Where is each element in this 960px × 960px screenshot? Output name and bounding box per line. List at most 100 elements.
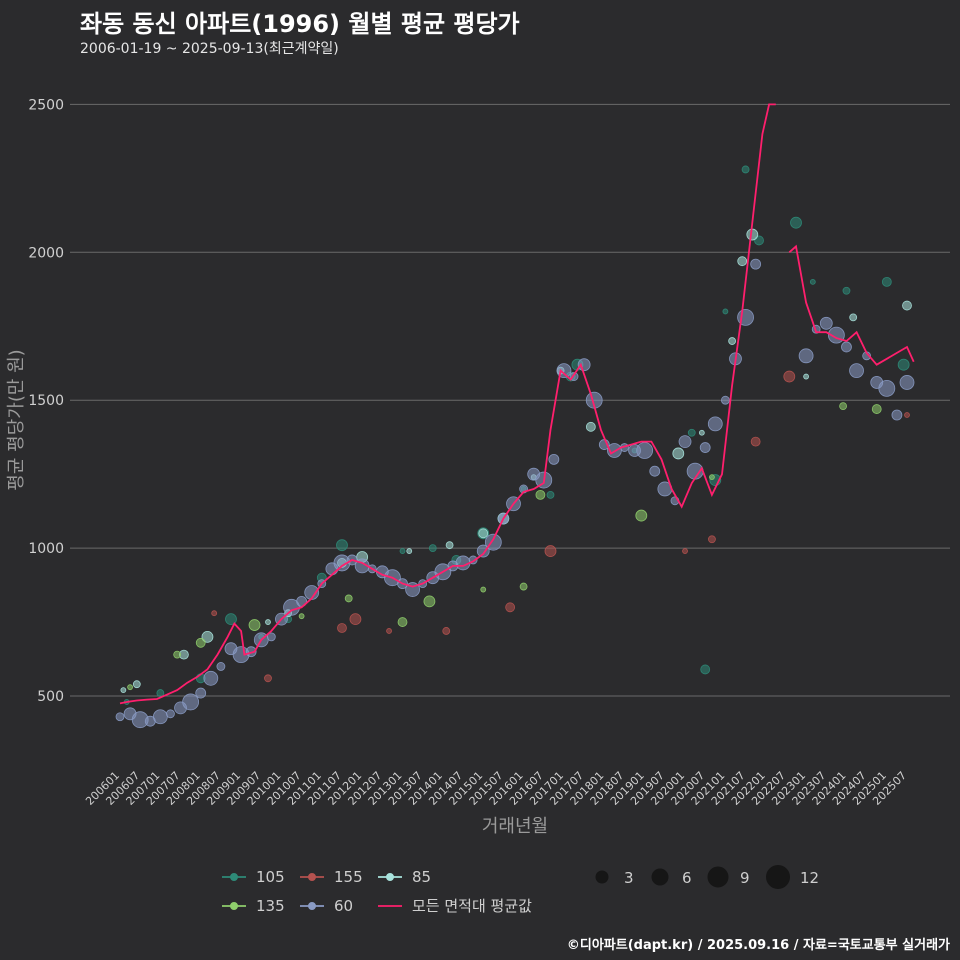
y-axis-title: 평균 평당가(만 원) — [6, 349, 27, 490]
data-point-105 — [722, 308, 729, 315]
data-point-105 — [842, 286, 851, 295]
data-point-60 — [841, 341, 852, 353]
data-point-155 — [386, 628, 392, 634]
size-legend-marker — [766, 865, 790, 889]
legend-marker — [308, 902, 316, 910]
size-legend-label: 9 — [740, 869, 750, 887]
data-point-85 — [406, 548, 413, 554]
data-point-135 — [298, 613, 305, 620]
points-layer — [115, 165, 915, 729]
data-point-85 — [803, 373, 810, 380]
size-legend-label: 12 — [800, 869, 819, 887]
legend-label: 105 — [256, 868, 285, 886]
data-point-155 — [442, 627, 451, 635]
data-point-85 — [445, 541, 454, 550]
data-point-155 — [708, 535, 716, 544]
data-point-60 — [720, 395, 730, 405]
data-point-60 — [649, 465, 661, 477]
legend-label: 85 — [412, 868, 431, 886]
data-point-85 — [132, 680, 141, 689]
data-point-135 — [519, 582, 528, 591]
y-tick-label: 2000 — [28, 245, 64, 261]
data-point-60 — [750, 258, 762, 270]
data-point-85 — [265, 619, 271, 625]
size-legend-marker — [595, 870, 609, 884]
y-tick-label: 1000 — [28, 541, 64, 557]
data-point-105 — [700, 664, 711, 675]
data-point-155 — [904, 412, 910, 418]
data-point-85 — [201, 630, 214, 643]
data-point-60 — [849, 363, 864, 379]
data-point-155 — [783, 370, 796, 383]
data-point-60 — [819, 316, 833, 330]
grid-layer — [70, 103, 950, 697]
data-point-60 — [152, 709, 168, 725]
data-point-155 — [337, 623, 347, 633]
data-point-85 — [585, 421, 596, 432]
data-point-85 — [698, 429, 705, 436]
size-legend-marker — [707, 866, 729, 888]
data-point-135 — [127, 684, 133, 691]
data-point-105 — [741, 165, 750, 174]
y-tick-label: 2500 — [28, 97, 64, 113]
data-point-85 — [849, 313, 858, 322]
data-point-135 — [173, 650, 182, 659]
legend-marker — [230, 902, 238, 910]
data-point-135 — [871, 404, 882, 414]
size-legend-label: 6 — [682, 869, 692, 887]
average-line-layer — [119, 103, 915, 705]
data-point-60 — [203, 670, 219, 686]
size-legend-label: 3 — [624, 869, 634, 887]
data-point-105 — [546, 490, 555, 499]
data-point-85 — [902, 300, 912, 311]
data-point-135 — [839, 402, 847, 411]
data-point-60 — [636, 442, 654, 459]
data-point-105 — [809, 278, 816, 285]
data-point-85 — [737, 256, 748, 267]
data-point-155 — [544, 545, 557, 557]
legend-marker — [308, 873, 316, 881]
average-line — [788, 244, 915, 366]
chart-title: 좌동 동신 아파트(1996) 월별 평균 평당가 — [80, 10, 520, 38]
data-point-85 — [728, 337, 737, 345]
data-point-135 — [195, 637, 206, 648]
data-point-105 — [881, 276, 892, 287]
data-point-105 — [428, 544, 437, 553]
data-point-60 — [899, 375, 915, 390]
data-point-85 — [478, 528, 489, 539]
data-point-155 — [682, 548, 688, 554]
data-point-60 — [707, 416, 723, 432]
source-caption: ©디아파트(dapt.kr) / 2025.09.16 / 자료=국토교통부 실… — [566, 938, 950, 953]
data-point-85 — [672, 447, 685, 460]
data-point-135 — [635, 509, 648, 522]
data-point-60 — [798, 348, 814, 364]
x-axis-title: 거래년월 — [482, 816, 548, 837]
data-point-60 — [699, 442, 711, 453]
y-tick-label: 1500 — [28, 393, 64, 409]
y-tick-label: 500 — [37, 689, 64, 705]
data-point-60 — [266, 632, 276, 642]
data-point-135 — [480, 586, 487, 593]
data-point-135 — [248, 619, 261, 631]
data-point-155 — [750, 436, 761, 447]
data-point-155 — [264, 674, 272, 683]
data-point-105 — [399, 548, 406, 554]
data-point-85 — [120, 687, 127, 694]
data-point-135 — [344, 594, 353, 603]
legend-marker — [386, 873, 394, 881]
data-point-155 — [349, 613, 362, 626]
data-point-60 — [878, 379, 896, 397]
data-point-155 — [211, 610, 218, 617]
data-point-60 — [216, 662, 226, 671]
data-point-60 — [891, 409, 903, 421]
data-point-60 — [166, 709, 175, 719]
data-point-135 — [535, 489, 546, 500]
data-point-155 — [505, 602, 516, 613]
legend-label: 135 — [256, 897, 285, 915]
data-point-105 — [225, 613, 237, 626]
data-point-60 — [678, 435, 692, 449]
data-point-135 — [423, 595, 436, 608]
legend-label: 60 — [334, 897, 353, 915]
data-point-60 — [182, 693, 200, 711]
